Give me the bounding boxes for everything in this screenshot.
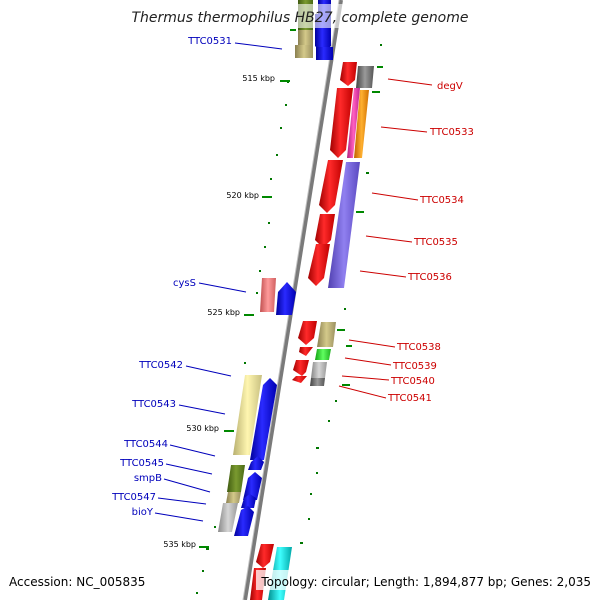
gene-label[interactable]: TTC0544 [123,439,168,450]
gene-label[interactable]: TTC0541 [387,393,432,404]
gene-label[interactable]: TTC0542 [138,360,183,371]
topology-text: Topology: circular; Length: 1,894,877 bp… [260,575,591,589]
tick-label: 535 kbp [163,540,196,549]
gene-label[interactable]: TTC0536 [407,272,452,283]
gene-label[interactable]: bioY [132,507,154,518]
kbp-tick-marks [199,29,383,548]
accession-text: Accession: NC_005835 [9,575,145,589]
gene-label[interactable]: TTC0534 [419,195,464,206]
reverse-genes [250,62,374,600]
gene-label[interactable]: TTC0535 [413,237,458,248]
gene-label[interactable]: TTC0547 [111,492,156,503]
gene-label[interactable]: TTC0531 [187,36,232,47]
gene-label[interactable]: TTC0539 [392,361,437,372]
map-title: Thermus thermophilus HB27, complete geno… [131,10,468,26]
gene-label[interactable]: TTC0543 [131,399,176,410]
tick-label: 530 kbp [186,424,219,433]
gene-label[interactable]: TTC0545 [119,458,164,469]
gene-label[interactable]: smpB [134,473,162,484]
forward-gene-labels: TTC0531 cysS TTC0542 TTC0543 TTC0544 TTC… [111,36,232,518]
gene-label[interactable]: degV [437,81,463,92]
reverse-gene-labels: degV TTC0533 TTC0534 TTC0535 TTC0536 TTC… [387,81,474,404]
tick-label: 520 kbp [226,191,259,200]
label-leaders [154,42,433,522]
gc-content-dots [196,44,382,594]
kbp-labels: 515 kbp 520 kbp 525 kbp 530 kbp 535 kbp [163,74,275,549]
tick-label: 525 kbp [207,308,240,317]
tick-label: 515 kbp [242,74,275,83]
gene-label[interactable]: cysS [173,278,196,289]
gene-label[interactable]: TTC0533 [429,127,474,138]
gene-label[interactable]: TTC0538 [396,342,441,353]
gene-label[interactable]: TTC0540 [390,376,435,387]
